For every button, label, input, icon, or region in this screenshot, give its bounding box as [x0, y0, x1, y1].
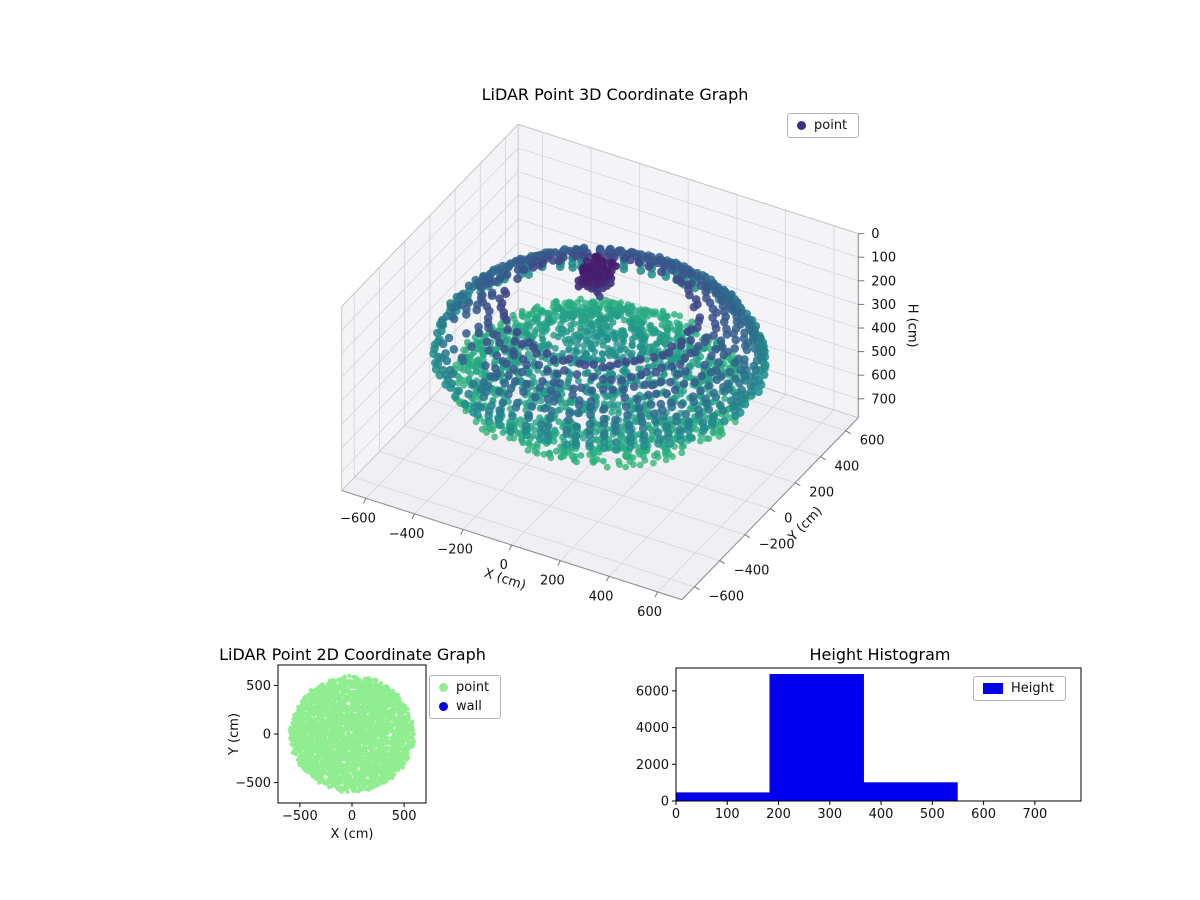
svg-text:0: 0 — [500, 558, 508, 573]
svg-text:H (cm): H (cm) — [904, 304, 919, 348]
axes-edges — [341, 123, 859, 601]
svg-text:400: 400 — [589, 589, 614, 604]
legend-label-point: point — [456, 680, 490, 695]
legend-item-height: Height — [983, 681, 1054, 696]
chart-2d-title: LiDAR Point 2D Coordinate Graph — [219, 645, 486, 664]
svg-text:0: 0 — [871, 227, 879, 242]
chart-3d-title: LiDAR Point 3D Coordinate Graph — [481, 85, 749, 104]
svg-text:−600: −600 — [709, 590, 745, 605]
svg-text:200: 200 — [540, 574, 565, 589]
svg-text:500: 500 — [871, 345, 896, 360]
legend-label-wall: wall — [456, 699, 482, 714]
histogram-title: Height Histogram — [809, 645, 951, 664]
scatter-point-icon — [797, 121, 806, 130]
svg-text:−400: −400 — [734, 564, 770, 579]
svg-text:−400: −400 — [389, 527, 425, 542]
svg-text:−200: −200 — [759, 538, 795, 553]
svg-text:100: 100 — [871, 251, 896, 266]
legend-item-point: point — [797, 118, 847, 133]
svg-text:300: 300 — [871, 298, 896, 313]
histogram-legend: Height — [973, 676, 1066, 701]
histogram-bars — [675, 673, 958, 802]
svg-text:0: 0 — [784, 512, 792, 527]
svg-text:200: 200 — [871, 274, 896, 289]
legend-label-height: Height — [1011, 681, 1054, 696]
svg-text:600: 600 — [860, 434, 885, 449]
legend-item-point: point — [439, 680, 489, 695]
svg-text:700: 700 — [871, 392, 896, 407]
svg-text:400: 400 — [835, 460, 860, 475]
legend-label-point: point — [814, 118, 848, 133]
scatter-wall-icon — [439, 702, 448, 711]
chart-2d-legend: point wall — [429, 675, 502, 719]
point-scatter — [287, 673, 416, 794]
bar-patch-icon — [983, 683, 1003, 694]
tick-labels: −600−400−2000200400600−600−400−200020040… — [340, 227, 896, 620]
svg-text:600: 600 — [871, 369, 896, 384]
legend-item-wall: wall — [439, 699, 489, 714]
svg-text:400: 400 — [871, 322, 896, 337]
svg-text:600: 600 — [637, 605, 662, 620]
chart-3d-plot: −600−400−2000200400600−600−400−200020040… — [340, 123, 919, 620]
svg-text:−600: −600 — [340, 511, 376, 526]
scatter-point-icon — [439, 683, 448, 692]
svg-text:200: 200 — [809, 486, 834, 501]
chart-3d-legend: point — [787, 113, 860, 138]
point-cloud — [429, 243, 770, 471]
svg-text:−200: −200 — [437, 542, 473, 557]
